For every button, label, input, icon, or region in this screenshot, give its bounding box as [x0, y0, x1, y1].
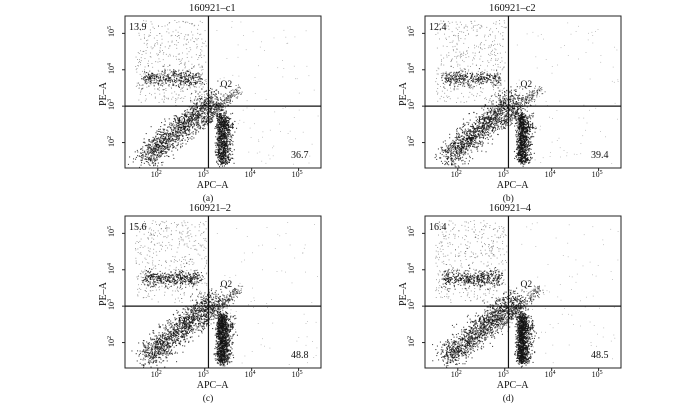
x-tick-label: 103 [197, 170, 209, 179]
y-tick-label: 102 [107, 135, 116, 147]
q3-label: Q3 [478, 116, 491, 127]
scatter-plot [122, 215, 322, 371]
x-tick-label: 105 [291, 370, 303, 379]
x-tick-label: 104 [544, 170, 556, 179]
x-tick-label: 105 [291, 170, 303, 179]
panel-title: 160921–2 [189, 203, 231, 214]
y-tick-label: 104 [107, 262, 116, 274]
q4-percent: 36.7 [291, 150, 309, 161]
q3-label: Q3 [478, 316, 491, 327]
q2-label: Q2 [520, 280, 533, 291]
q1-percent: 12.4 [429, 22, 447, 33]
y-axis-label: PE–A [98, 282, 109, 306]
event-dots [432, 220, 619, 369]
q1-percent: 16.4 [429, 222, 447, 233]
y-tick-label: 105 [107, 26, 116, 38]
q4-label: Q4 [522, 122, 535, 133]
x-axis-label: APC–A [496, 180, 529, 191]
x-tick-label: 105 [591, 370, 603, 379]
y-tick-label: 102 [407, 135, 416, 147]
y-tick-label: 105 [407, 226, 416, 238]
scatter-plot [422, 215, 622, 371]
q3-label: Q3 [178, 116, 191, 127]
q4-label: Q4 [222, 122, 235, 133]
x-tick-label: 104 [244, 370, 256, 379]
y-tick-label: 104 [407, 62, 416, 74]
q4-percent: 48.8 [291, 350, 309, 361]
plot-panel-b: 160921–c2 102 103 104 105 102 103 104 105 PE–A APC… [395, 2, 700, 204]
q4-percent: 48.5 [591, 350, 609, 361]
panel-caption: (c) [202, 394, 214, 404]
plot-frame [124, 215, 322, 369]
q1-percent: 15.6 [129, 222, 147, 233]
x-tick-label: 105 [591, 170, 603, 179]
y-axis-label: PE–A [98, 82, 109, 106]
plot-panel-c: 160921–2 102 103 104 105 102 103 104 105 PE–A APC–… [95, 202, 405, 404]
panel-title: 160921–4 [489, 203, 531, 214]
plot-panel-d: 160921–4 102 103 104 105 102 103 104 105 PE–A APC–… [395, 202, 700, 404]
scatter-plot [422, 15, 622, 171]
x-tick-label: 104 [544, 370, 556, 379]
event-dots [131, 220, 318, 368]
plot-panel-a: 160921–c1 102 103 104 105 102 103 104 105 PE–A APC… [95, 2, 405, 204]
y-tick-label: 105 [107, 226, 116, 238]
plot-frame [424, 15, 622, 169]
x-tick-label: 104 [244, 170, 256, 179]
plot-frame [424, 215, 622, 369]
q3-label: Q3 [178, 316, 191, 327]
panel-caption: (d) [502, 394, 514, 404]
plot-frame [124, 15, 322, 169]
y-tick-label: 105 [407, 26, 416, 38]
q2-label: Q2 [220, 80, 233, 91]
x-tick-label: 103 [497, 370, 509, 379]
panel-title: 160921–c2 [489, 3, 536, 14]
x-axis-label: APC–A [196, 180, 229, 191]
panel-caption: (b) [502, 194, 514, 204]
q2-label: Q2 [520, 80, 533, 91]
y-axis-label: PE–A [398, 282, 409, 306]
y-axis-label: PE–A [398, 82, 409, 106]
q4-label: Q4 [522, 322, 535, 333]
q1-percent: 13.9 [129, 22, 147, 33]
y-tick-label: 104 [407, 262, 416, 274]
x-tick-label: 102 [150, 170, 162, 179]
x-tick-label: 103 [197, 370, 209, 379]
x-tick-label: 103 [497, 170, 509, 179]
q4-percent: 39.4 [591, 150, 609, 161]
q2-label: Q2 [220, 280, 233, 291]
panel-caption: (a) [202, 194, 214, 204]
x-axis-label: APC–A [196, 380, 229, 391]
x-tick-label: 102 [450, 170, 462, 179]
y-tick-label: 104 [107, 62, 116, 74]
scatter-plot [122, 15, 322, 171]
y-tick-label: 102 [407, 335, 416, 347]
q4-label: Q4 [222, 322, 235, 333]
event-dots [434, 20, 619, 168]
x-tick-label: 102 [450, 370, 462, 379]
x-axis-label: APC–A [496, 380, 529, 391]
event-dots [127, 20, 319, 168]
y-tick-label: 102 [107, 335, 116, 347]
panel-title: 160921–c1 [189, 3, 236, 14]
x-tick-label: 102 [150, 370, 162, 379]
